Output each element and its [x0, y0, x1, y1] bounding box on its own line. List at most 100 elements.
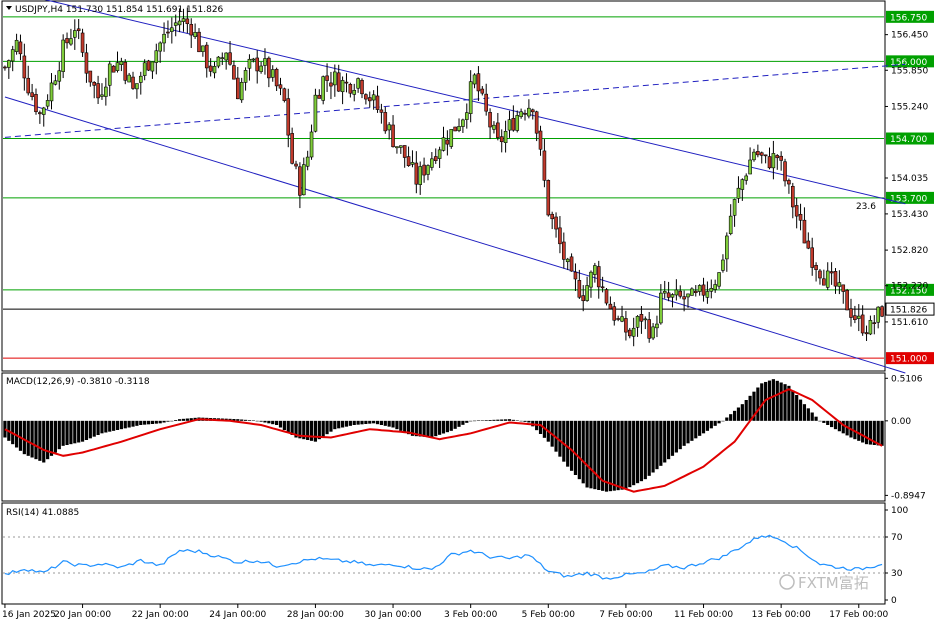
candle-body: [162, 33, 166, 44]
candle-body: [534, 111, 539, 134]
macd-bar: [403, 420, 407, 433]
candle-body: [298, 166, 302, 196]
candle-body: [208, 65, 213, 72]
candle-body: [736, 187, 741, 199]
candle-body: [701, 284, 706, 296]
macd-bar: [853, 420, 857, 440]
candle-body: [294, 163, 298, 167]
collapse-triangle-icon[interactable]: [6, 6, 12, 10]
candle-body: [709, 288, 714, 292]
macd-bar: [818, 420, 822, 422]
candle-body: [236, 77, 240, 100]
candle-body: [527, 107, 531, 117]
macd-bar: [694, 420, 698, 439]
candle-body: [856, 315, 861, 319]
macd-bar: [775, 380, 779, 421]
candle-body: [725, 235, 729, 260]
level-label: 151.826: [890, 306, 927, 316]
candle-body: [449, 129, 454, 147]
candle-body: [170, 27, 174, 32]
candle-body: [604, 289, 609, 304]
macd-bar: [484, 420, 488, 421]
macd-bar: [519, 420, 523, 422]
macd-bar: [61, 420, 65, 446]
candle-body: [422, 164, 426, 176]
candle-body: [678, 290, 683, 297]
trendline[interactable]: [5, 0, 906, 205]
macd-bar: [278, 420, 283, 428]
macd-bar: [143, 420, 147, 425]
candle-body: [562, 241, 566, 260]
candle-body: [142, 62, 147, 76]
macd-bar: [255, 420, 259, 422]
trendline[interactable]: [4, 96, 906, 374]
y-tick-label: 155.850: [891, 66, 928, 76]
candle-body: [608, 303, 613, 310]
candle-body: [166, 31, 170, 34]
candle-body: [759, 152, 764, 156]
macd-bar: [635, 420, 640, 484]
candle-body: [84, 52, 89, 74]
candle-body: [841, 284, 846, 292]
macd-bar: [426, 420, 430, 438]
candle-body: [216, 56, 221, 67]
macd-bar: [306, 420, 310, 440]
macd-bar: [96, 420, 100, 435]
macd-bar: [286, 420, 290, 433]
macd-bar: [496, 419, 500, 421]
candle-body: [507, 119, 512, 131]
candle-body: [197, 31, 201, 53]
macd-bar: [154, 420, 158, 424]
macd-bar: [783, 384, 787, 421]
candle-body: [476, 73, 481, 92]
candle-body: [282, 88, 287, 101]
candle-body: [131, 76, 135, 89]
candle-body: [682, 296, 686, 300]
macd-bar: [399, 420, 403, 431]
candle-body: [740, 179, 745, 190]
level-label: 156.750: [890, 13, 927, 23]
trendline[interactable]: [4, 63, 906, 138]
candle-body: [309, 131, 314, 158]
candle-body: [313, 94, 318, 132]
macd-bar: [503, 419, 508, 421]
candle-body: [818, 270, 822, 279]
candle-body: [558, 227, 562, 245]
macd-bar: [791, 390, 795, 421]
macd-bar: [263, 420, 267, 423]
candle-body: [639, 314, 644, 322]
macd-bar: [302, 420, 306, 440]
candle-body: [220, 57, 225, 60]
macd-bar: [57, 420, 61, 450]
x-tick-label: 7 Feb 00:00: [599, 610, 653, 620]
macd-bar: [667, 420, 671, 460]
macd-tick-label: -0.8947: [891, 491, 926, 501]
rsi-header: RSI(14) 41.0885: [6, 508, 79, 518]
macd-bar: [868, 420, 873, 445]
candle-body: [670, 294, 675, 298]
candle-body: [224, 52, 228, 61]
macd-bar: [282, 420, 286, 430]
macd-bar: [77, 420, 81, 443]
candle-body: [655, 323, 659, 329]
macd-bar: [880, 420, 884, 446]
rsi-pane-frame: [1, 502, 886, 605]
candle-body: [480, 88, 485, 94]
macd-bar: [767, 380, 772, 421]
macd-bar: [480, 420, 484, 421]
macd-bar: [146, 420, 151, 425]
macd-bar: [73, 420, 77, 444]
candle-body: [845, 290, 849, 311]
price-axis: 156.450 155.850 155.240 154.035 153.430 152.8…: [885, 31, 928, 328]
macd-bar: [744, 400, 748, 421]
candle-body: [515, 115, 520, 131]
candle-body: [437, 149, 442, 159]
candle-body: [88, 70, 93, 83]
candle-body: [775, 155, 780, 159]
candle-body: [453, 126, 457, 132]
candle-body: [631, 327, 636, 337]
macd-bar: [329, 420, 333, 432]
macd-bar: [857, 420, 861, 441]
macd-bar: [670, 420, 675, 456]
